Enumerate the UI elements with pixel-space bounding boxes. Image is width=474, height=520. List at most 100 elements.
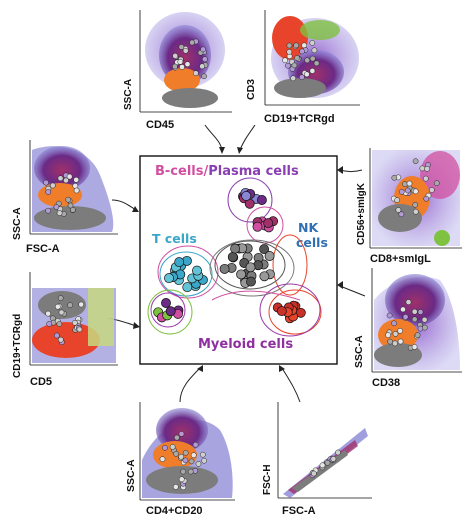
cd4-xlabel: CD4+CD20 — [146, 505, 203, 517]
panel-node — [433, 180, 440, 187]
panel-node — [172, 484, 179, 490]
panel-node — [67, 202, 74, 209]
panel-node — [282, 57, 288, 64]
nk-label-line1: NK — [298, 220, 319, 235]
cd3-xlabel: CD19+TCRgd — [264, 113, 335, 125]
link-outline — [211, 290, 301, 301]
panel-node — [179, 64, 185, 70]
panel-node — [309, 40, 316, 46]
plasma-outline — [227, 177, 273, 223]
panel-node — [162, 444, 168, 451]
panel-node — [169, 444, 176, 450]
panel-node — [290, 75, 297, 82]
panel-node — [172, 53, 179, 59]
panel-node — [202, 56, 208, 63]
panel-node-cluster — [385, 299, 428, 351]
fsc-ylabel: SSC-A — [11, 207, 23, 240]
panel-node — [400, 306, 406, 313]
fsch-gray — [292, 450, 348, 492]
cd3-gray — [274, 78, 326, 98]
center-panel: B-cells/Plasma cells T cells NK cells My… — [139, 155, 338, 365]
green-outline — [147, 289, 193, 335]
panel-node — [190, 452, 197, 459]
panel-cd5: CD19+TCRgd CD5 — [12, 272, 118, 388]
panel-node-cluster — [45, 295, 85, 345]
panel-node — [392, 331, 399, 337]
panel-node — [199, 63, 205, 70]
cd4-ylabel: SSC-A — [125, 459, 137, 492]
panel-node — [188, 458, 195, 465]
panel-node — [178, 431, 185, 437]
cd4-purple — [156, 408, 208, 452]
cd3-ylabel: CD3 — [245, 79, 257, 100]
arrowhead-cd38 — [337, 281, 343, 289]
arrow-fsch — [281, 367, 301, 403]
cd56-xlabel: CD8+smIgL — [370, 253, 431, 265]
cd45-ylabel: SSC-A — [123, 79, 134, 110]
myeloid-node — [276, 306, 287, 317]
nk-node — [227, 252, 238, 262]
arrow-cd3 — [239, 124, 256, 151]
arrow-fsc — [111, 199, 137, 211]
panel-node — [57, 336, 64, 343]
panel-node — [73, 187, 80, 194]
panel-node — [335, 449, 341, 456]
panel-node — [301, 42, 308, 49]
panel-node — [58, 309, 65, 316]
myeloid-small-node — [161, 298, 171, 308]
panel-node — [43, 179, 49, 186]
panel-node — [411, 316, 418, 323]
panel-node — [304, 57, 311, 64]
myeloid-outline-2 — [259, 283, 321, 337]
panel-node-cluster — [172, 38, 209, 80]
panel-node — [391, 320, 397, 327]
panel-node — [57, 295, 64, 301]
arrowhead-cd45 — [219, 147, 225, 154]
panel-node — [195, 461, 202, 467]
cd3-green — [300, 20, 340, 40]
panel-node — [199, 451, 206, 458]
panel-node — [178, 476, 185, 483]
panel-node — [402, 314, 409, 320]
nk-node — [246, 276, 256, 287]
panel-node — [45, 189, 52, 195]
panel-node — [177, 58, 184, 65]
plasma-node — [241, 191, 252, 201]
panel-node — [192, 441, 199, 448]
panel-node — [397, 327, 403, 334]
panel-node — [299, 74, 305, 81]
arrowhead-cd4 — [197, 365, 203, 372]
panel-node — [66, 173, 73, 180]
panel-node — [412, 188, 419, 195]
nk-node — [219, 263, 230, 274]
arrowheads — [132, 147, 343, 372]
myeloid-outline-3 — [150, 292, 186, 328]
nk-node — [259, 271, 270, 282]
arrow-cd38 — [339, 285, 366, 297]
nk-node — [259, 244, 270, 255]
panel-node — [421, 324, 428, 331]
arrowhead-fsc — [132, 206, 139, 212]
panel-node — [398, 188, 405, 195]
nk-label-line2: cells — [296, 235, 328, 250]
cd5-ylabel: CD19+TCRgd — [12, 314, 23, 378]
panel-node — [299, 48, 305, 55]
panel-node — [423, 195, 430, 202]
cd45-orange — [164, 68, 200, 92]
cd56-ylabel: CD56+smIgK — [356, 182, 367, 245]
panel-node — [178, 453, 185, 460]
panel-node — [180, 468, 187, 475]
nk-outline-1 — [214, 240, 286, 290]
b-cell-node — [263, 218, 274, 229]
arrow-cd45 — [204, 124, 223, 151]
panel-node — [192, 70, 199, 77]
panel-node — [422, 175, 429, 182]
panel-node — [309, 55, 316, 62]
fsc-gray — [34, 206, 106, 230]
panel-node — [54, 303, 61, 310]
panel-node — [311, 47, 318, 54]
panel-node — [78, 301, 85, 308]
nk-outline-3 — [272, 234, 308, 296]
arrowhead-cd56 — [337, 166, 343, 174]
cd38-ylabel: SSC-A — [353, 335, 365, 368]
